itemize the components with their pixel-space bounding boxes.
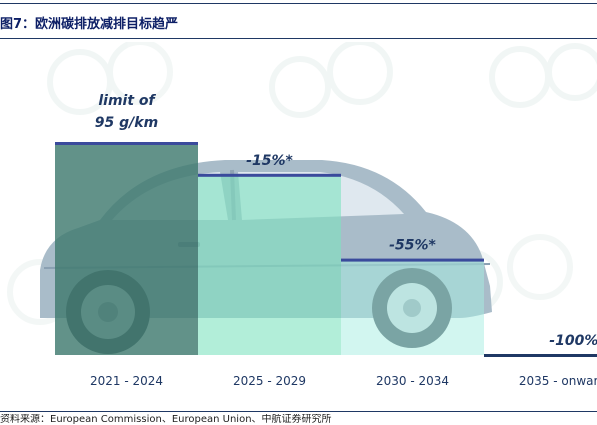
bar-label-2: -15%* — [246, 153, 293, 169]
x-tick-1: 2021 - 2024 — [90, 374, 163, 388]
figure-title: 图7：欧洲碳排放减排目标趋严 — [0, 17, 179, 32]
bar-labels-group: limit of 95 g/km -15%* -55%* -100%* — [95, 93, 597, 349]
bars-group — [55, 142, 597, 357]
bar-top-line-3 — [341, 258, 484, 262]
bar-1 — [55, 143, 198, 355]
x-tick-2: 2025 - 2029 — [233, 374, 306, 388]
bar-2 — [198, 174, 341, 355]
bar-label-4: -100%* — [549, 333, 597, 349]
emission-target-chart: limit of 95 g/km -15%* -55%* -100%* 2021 - 2… — [7, 42, 597, 388]
chart-area: limit of 95 g/km -15%* -55%* -100%* 2021 - 2… — [0, 42, 597, 404]
x-tick-3: 2030 - 2034 — [376, 374, 449, 388]
bar-top-line-1 — [55, 142, 198, 145]
bar-3 — [341, 259, 484, 355]
bar-top-line-4 — [484, 354, 597, 357]
bar-label-1-line-2: 95 g/km — [95, 115, 158, 131]
bar-label-1-line-1: limit of — [98, 93, 156, 109]
top-rule — [0, 3, 597, 4]
source-note: 资料来源：European Commission、European Union、… — [0, 414, 332, 425]
bar-label-3: -55%* — [389, 238, 436, 254]
bar-top-line-2 — [198, 173, 341, 177]
x-tick-labels-group: 2021 - 2024 2025 - 2029 2030 - 2034 2035 - … — [90, 374, 597, 388]
bottom-rule — [0, 411, 597, 412]
x-tick-4: 2035 - onwards — [519, 374, 597, 388]
title-rule — [0, 38, 597, 39]
